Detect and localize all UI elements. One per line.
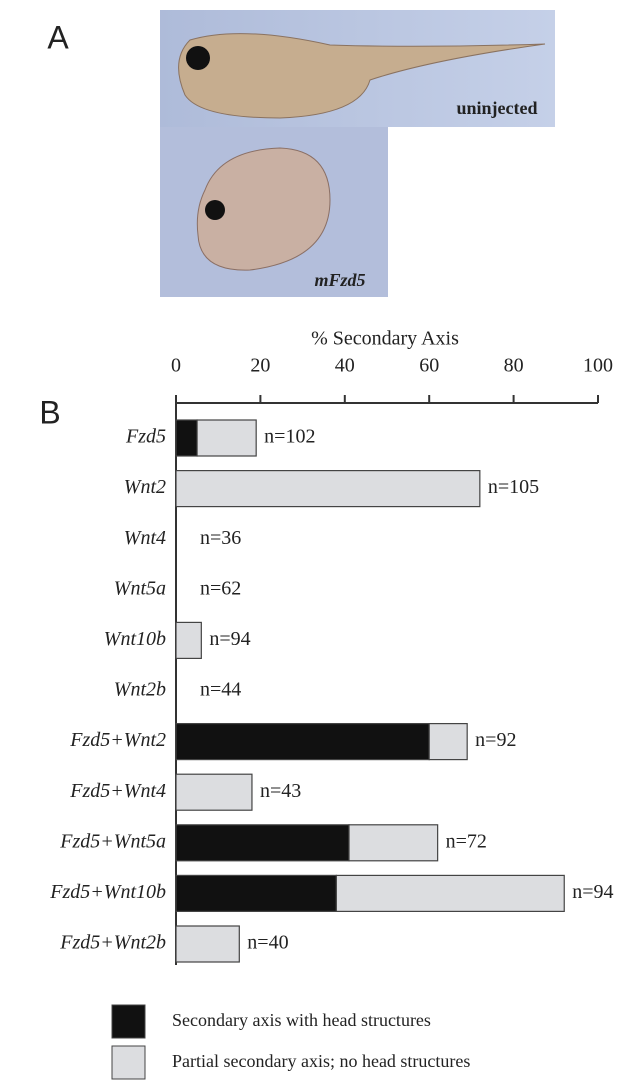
- bar-label: n=94: [209, 628, 250, 650]
- bar-label: n=105: [488, 476, 539, 498]
- x-tick-label: 60: [419, 355, 439, 377]
- bar-segment: [175, 470, 481, 508]
- category-label: Wnt2b: [114, 679, 166, 701]
- category-label: Wnt4: [124, 527, 166, 549]
- bar-label: n=43: [260, 780, 301, 802]
- x-tick-label: 20: [250, 355, 270, 377]
- bar-segment: [175, 621, 202, 660]
- x-tick-label: 0: [171, 355, 181, 377]
- eye: [205, 200, 225, 220]
- bar-segment: [196, 419, 257, 457]
- bar-segment: [175, 874, 337, 913]
- legend-swatch: [111, 1004, 146, 1039]
- category-label: Fzd5+Wnt4: [69, 780, 166, 802]
- axis-title: % Secondary Axis: [311, 328, 459, 350]
- panel-label: A: [47, 19, 69, 55]
- bar-label: n=44: [200, 679, 241, 701]
- bar-label: n=62: [200, 577, 241, 599]
- category-label: Fzd5: [125, 426, 166, 448]
- bar-segment: [175, 722, 430, 761]
- bar-label: n=72: [446, 830, 487, 852]
- category-label: Wnt5a: [114, 577, 166, 599]
- bar-label: n=40: [247, 932, 288, 954]
- x-tick-label: 40: [335, 355, 355, 377]
- bar-label: n=102: [264, 426, 315, 448]
- category-label: Fzd5+Wnt5a: [59, 830, 166, 852]
- panel-label: B: [39, 394, 60, 430]
- bar-label: n=94: [572, 881, 613, 903]
- embryo: [178, 33, 546, 119]
- x-tick-label: 100: [583, 355, 613, 377]
- photo-caption: mFzd5: [314, 270, 365, 290]
- bar-segment: [175, 925, 240, 963]
- category-label: Wnt10b: [104, 628, 166, 650]
- category-label: Wnt2: [124, 476, 166, 498]
- bar-label: n=92: [475, 729, 516, 751]
- bar-segment: [175, 773, 253, 811]
- legend-swatch: [111, 1045, 146, 1080]
- photo-caption: uninjected: [457, 98, 538, 118]
- legend-label: Partial secondary axis; no head structur…: [172, 1051, 470, 1071]
- bar-segment: [335, 874, 565, 913]
- category-label: Fzd5+Wnt10b: [49, 881, 166, 903]
- category-label: Fzd5+Wnt2: [69, 729, 166, 751]
- eye: [186, 46, 210, 70]
- embryo: [196, 147, 331, 271]
- bar-label: n=36: [200, 527, 241, 549]
- bar-segment: [175, 419, 198, 457]
- legend-label: Secondary axis with head structures: [172, 1010, 431, 1030]
- bar-segment: [428, 722, 468, 761]
- bar-segment: [175, 824, 350, 862]
- bar-segment: [348, 824, 439, 862]
- category-label: Fzd5+Wnt2b: [59, 932, 166, 954]
- x-tick-label: 80: [504, 355, 524, 377]
